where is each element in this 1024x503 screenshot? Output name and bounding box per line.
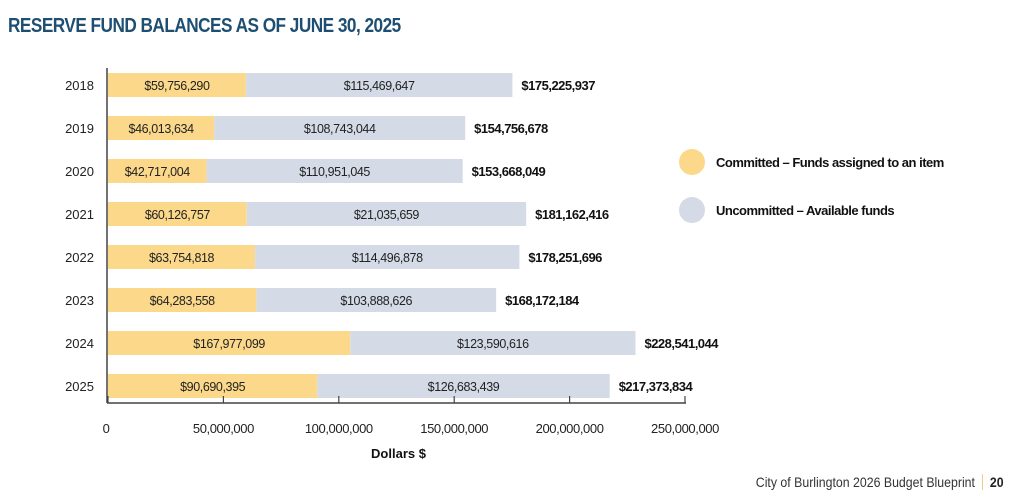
bar-committed (108, 374, 318, 398)
bar-uncommitted (206, 159, 463, 183)
bar-committed (108, 245, 256, 269)
data-label-uncommitted: $123,590,616 (457, 337, 529, 351)
data-label-committed: $59,756,290 (144, 79, 210, 93)
data-label-total: $153,668,049 (472, 164, 546, 179)
x-tick-label: 150,000,000 (420, 421, 488, 436)
data-label-total: $168,172,184 (505, 293, 580, 308)
y-tick-label: 2020 (65, 164, 94, 179)
footer-divider (982, 474, 984, 490)
data-label-committed: $90,690,395 (180, 380, 246, 394)
data-label-committed: $60,126,757 (145, 208, 211, 222)
data-label-committed: $46,013,634 (129, 122, 195, 136)
bar-uncommitted (350, 331, 636, 355)
data-label-total: $228,541,044 (644, 336, 719, 351)
x-tick-label: 0 (103, 421, 110, 436)
bar-uncommitted (317, 374, 610, 398)
x-tick-label: 200,000,000 (536, 421, 604, 436)
data-label-uncommitted: $115,469,647 (344, 79, 415, 93)
bar-uncommitted (214, 116, 466, 140)
data-label-committed: $63,754,818 (149, 251, 215, 265)
data-label-total: $217,373,834 (619, 379, 694, 394)
data-label-total: $175,225,937 (521, 78, 595, 93)
data-label-uncommitted: $21,035,659 (354, 208, 420, 222)
y-tick-label: 2018 (65, 78, 94, 93)
bar-committed (108, 159, 207, 183)
legend-swatch-uncommitted (679, 197, 705, 223)
bar-committed (108, 116, 215, 140)
x-tick-label: 50,000,000 (193, 421, 254, 436)
data-label-committed: $64,283,558 (150, 294, 216, 308)
y-tick-label: 2023 (65, 293, 94, 308)
data-label-total: $178,251,696 (528, 250, 602, 265)
x-tick-label: 250,000,000 (651, 421, 719, 436)
bar-committed (108, 288, 257, 312)
chart-title: RESERVE FUND BALANCES AS OF JUNE 30, 202… (8, 15, 401, 37)
bar-committed (108, 331, 351, 355)
bar-uncommitted (246, 202, 527, 226)
legend-swatch-committed (679, 149, 705, 175)
data-label-uncommitted: $110,951,045 (299, 165, 370, 179)
page-number: 20 (990, 474, 1004, 490)
bar-committed (108, 202, 247, 226)
data-label-uncommitted: $114,496,878 (352, 251, 423, 265)
data-label-uncommitted: $126,683,439 (428, 380, 500, 394)
y-tick-label: 2021 (65, 207, 94, 222)
data-label-uncommitted: $103,888,626 (340, 294, 412, 308)
legend-label-uncommitted: Uncommitted – Available funds (716, 203, 894, 218)
y-tick-label: 2022 (65, 250, 94, 265)
data-label-committed: $167,977,099 (193, 337, 265, 351)
bar-uncommitted (256, 288, 497, 312)
data-label-total: $154,756,678 (474, 121, 548, 136)
bar-uncommitted (255, 245, 520, 269)
data-label-total: $181,162,416 (535, 207, 609, 222)
data-label-committed: $42,717,004 (125, 165, 191, 179)
data-label-uncommitted: $108,743,044 (304, 122, 376, 136)
bar-committed (108, 73, 246, 97)
footer-text: City of Burlington 2026 Budget Blueprint (756, 474, 976, 490)
y-tick-label: 2019 (65, 121, 94, 136)
legend-label-committed: Committed – Funds assigned to an item (716, 155, 944, 170)
bar-uncommitted (245, 73, 513, 97)
y-tick-label: 2024 (65, 336, 94, 351)
x-axis-title: Dollars $ (371, 446, 427, 461)
y-tick-label: 2025 (65, 379, 94, 394)
page-footer: City of Burlington 2026 Budget Blueprint… (756, 474, 1004, 490)
x-tick-label: 100,000,000 (305, 421, 373, 436)
